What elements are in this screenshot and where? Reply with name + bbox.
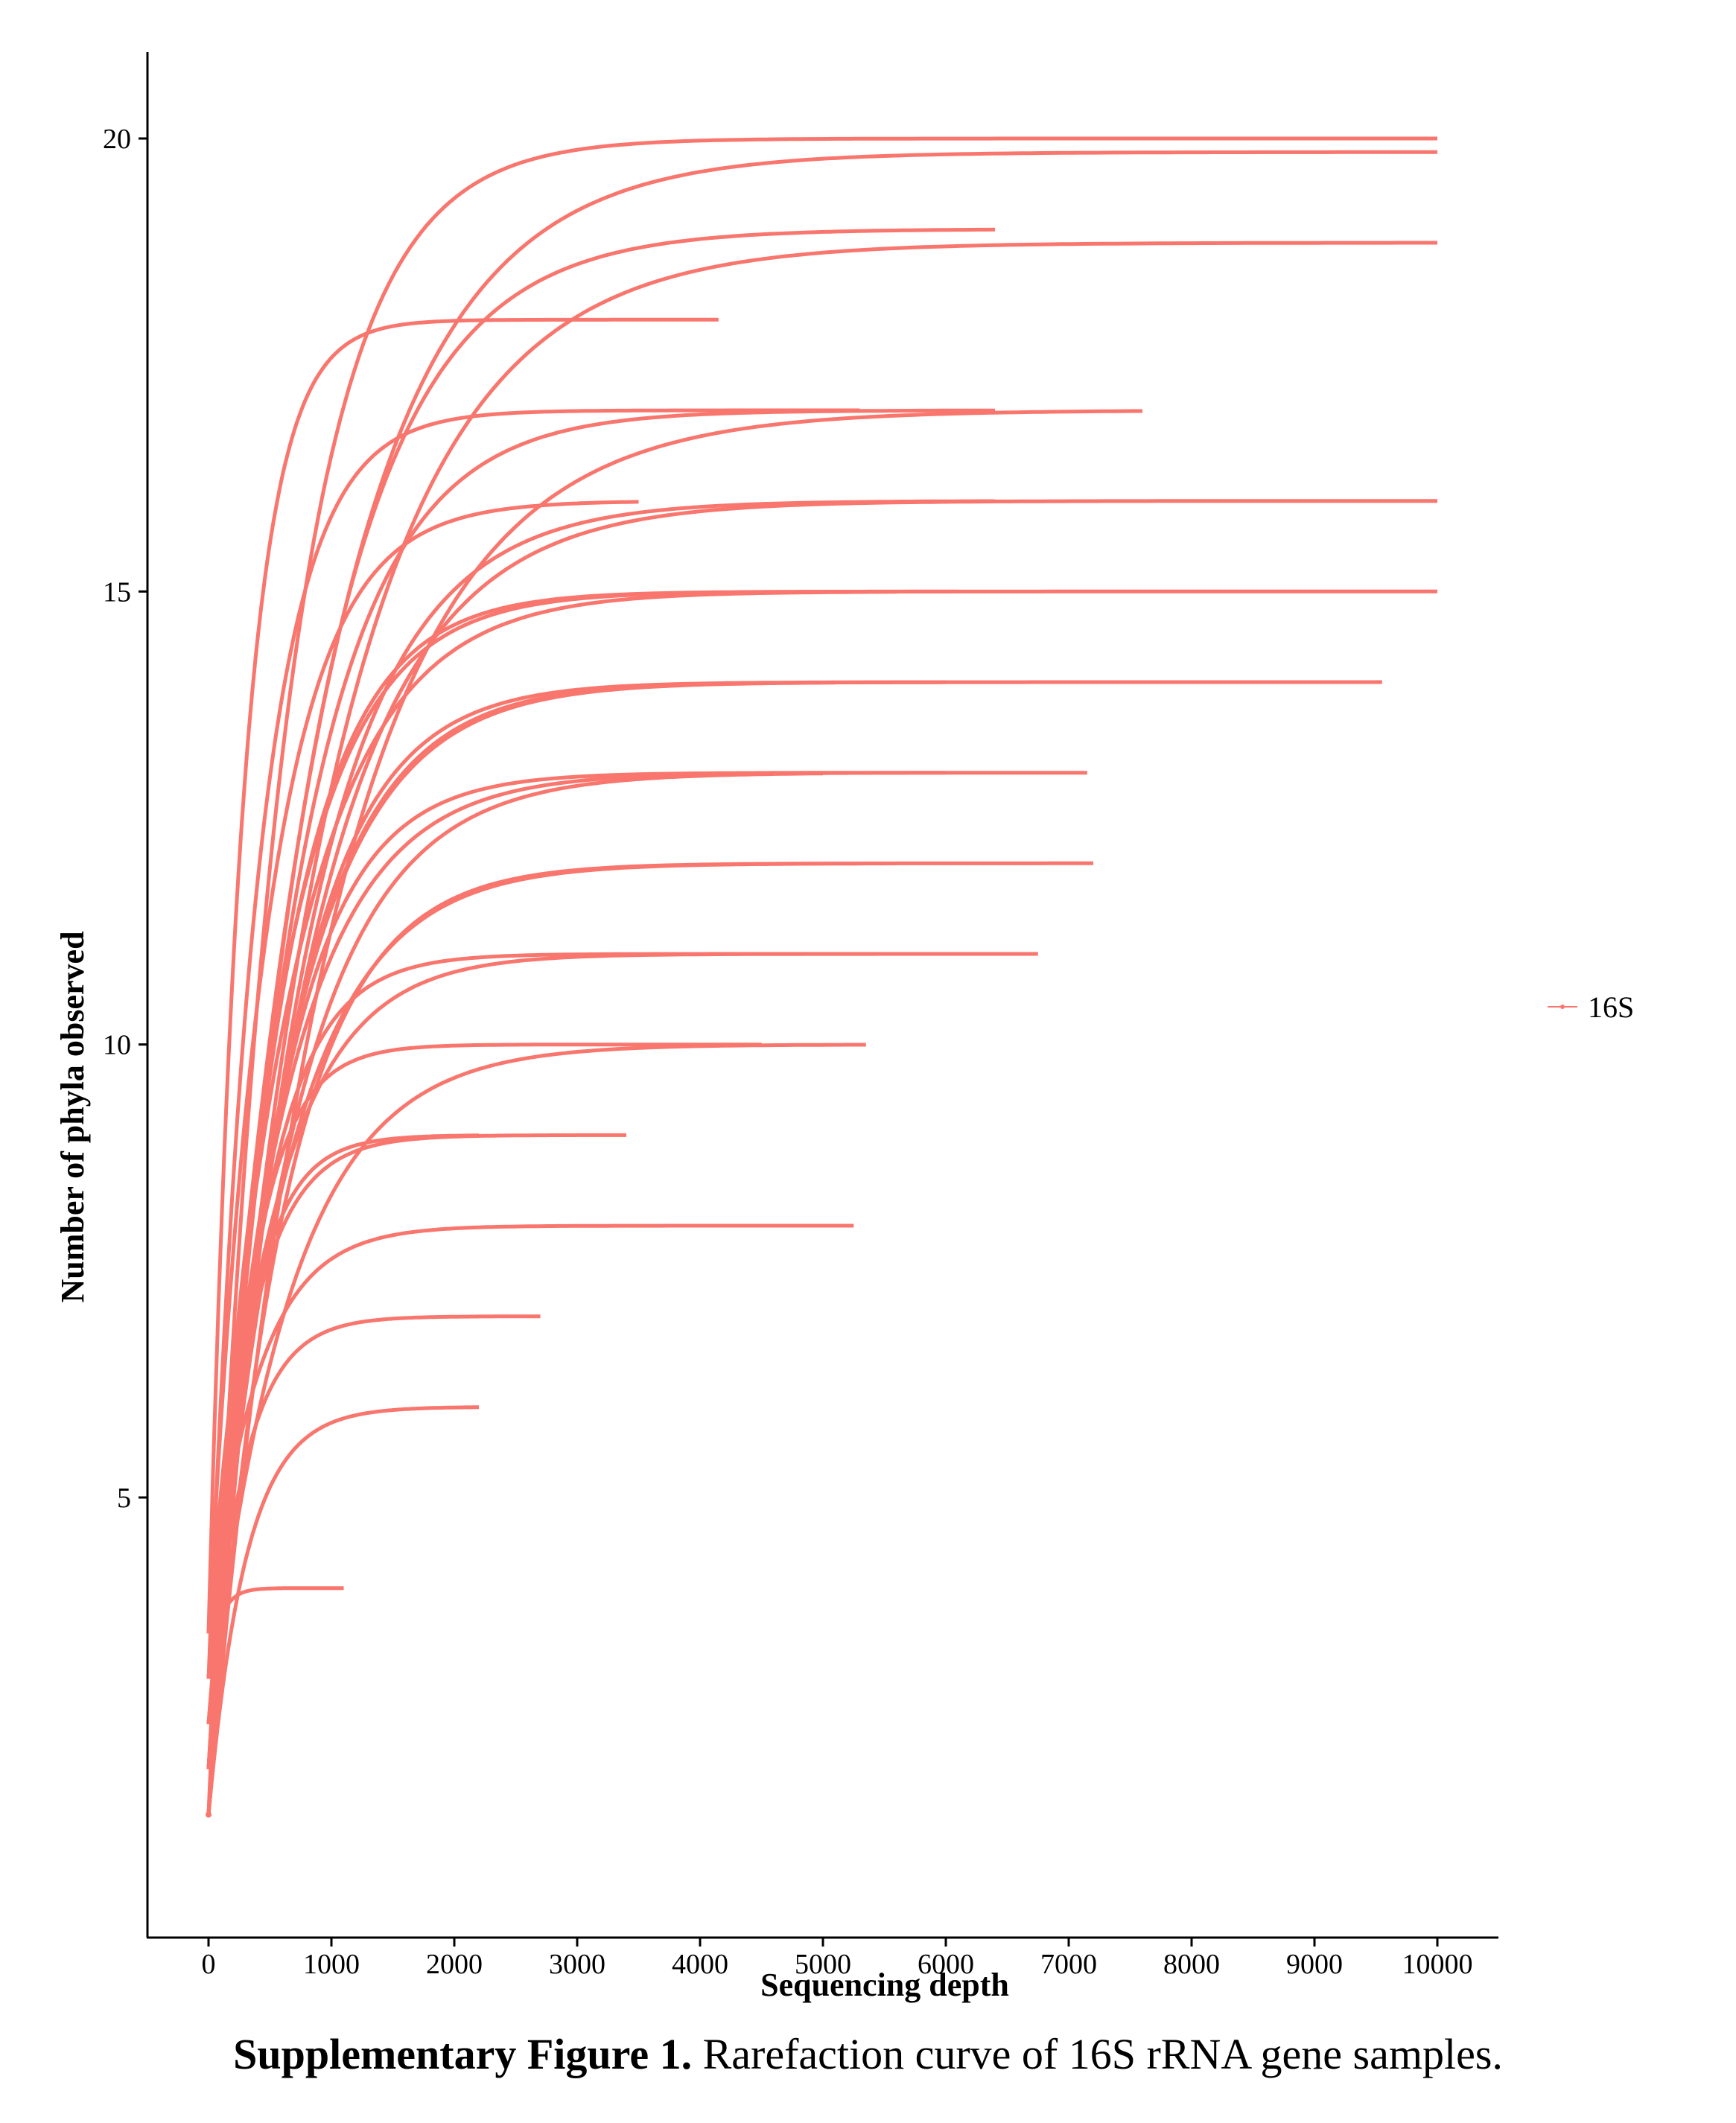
y-tick-label: 20 <box>103 124 131 155</box>
y-tick-label: 15 <box>103 576 131 608</box>
rarefaction-curve <box>206 1043 762 1815</box>
legend: 16S <box>1548 990 1634 1024</box>
x-axis-title: Sequencing depth <box>760 1967 1009 2003</box>
rarefaction-curve <box>206 500 639 1634</box>
x-tick-label: 2000 <box>426 1949 483 1980</box>
axes-layer <box>146 52 1498 1939</box>
legend-key-point <box>1560 1005 1565 1009</box>
caption-text: Rarefaction curve of 16S rRNA gene sampl… <box>692 2030 1503 2078</box>
x-tick-label: 5000 <box>795 1949 851 1980</box>
rarefaction-curve <box>206 317 719 1634</box>
caption-label: Supplementary Figure 1. <box>233 2030 693 2078</box>
rarefaction-curve <box>206 227 996 1770</box>
y-tick-label: 5 <box>117 1483 131 1514</box>
rarefaction-curve <box>206 771 1087 1770</box>
rarefaction-curve <box>206 590 897 1634</box>
rarefaction-curve <box>206 952 946 1634</box>
rarefaction-curve <box>206 680 1382 1725</box>
rarefaction-curve <box>206 1133 626 1679</box>
y-axis-title: Number of phyla observed <box>54 931 91 1302</box>
curve-start-point <box>206 1811 212 1818</box>
rarefaction-curve <box>206 771 824 1725</box>
rarefaction-curve <box>206 1586 344 1679</box>
x-tick-label: 3000 <box>549 1949 605 1980</box>
rarefaction-curve <box>206 1043 866 1725</box>
rarefaction-curve <box>206 150 1437 1679</box>
x-tick-label: 7000 <box>1040 1949 1097 1980</box>
rarefaction-curve <box>206 1405 479 1815</box>
rarefaction-curve <box>206 409 1142 1815</box>
x-tick-label: 10000 <box>1402 1949 1473 1980</box>
rarefaction-curve <box>206 1223 854 1634</box>
rarefaction-curve <box>206 1314 541 1725</box>
x-ticks: 0 1000 2000 3000 4000 5000 6000 7000 8000 9000 100… <box>202 1938 1473 1980</box>
x-tick-label: 8000 <box>1163 1949 1220 1980</box>
legend-label-16s: 16S <box>1588 990 1634 1024</box>
rarefaction-curve <box>206 952 1038 1770</box>
rarefaction-curve <box>206 408 995 1770</box>
rarefaction-curve <box>206 861 1093 1815</box>
y-tick-label: 10 <box>103 1030 131 1061</box>
x-tick-label: 1000 <box>303 1949 360 1980</box>
rarefaction-curve <box>206 136 1437 1815</box>
figure-caption: Supplementary Figure 1. Rarefaction curv… <box>0 2029 1736 2079</box>
y-ticks: 5 10 15 20 <box>103 124 147 1514</box>
x-tick-label: 0 <box>202 1949 216 1980</box>
rarefaction-curve <box>206 589 1437 1679</box>
x-tick-label: 4000 <box>672 1949 728 1980</box>
rarefaction-curve <box>206 771 946 1634</box>
curves-layer <box>206 136 1437 1818</box>
x-tick-label: 9000 <box>1286 1949 1343 1980</box>
x-tick-label: 6000 <box>918 1949 974 1980</box>
rarefaction-curve <box>206 408 860 1679</box>
